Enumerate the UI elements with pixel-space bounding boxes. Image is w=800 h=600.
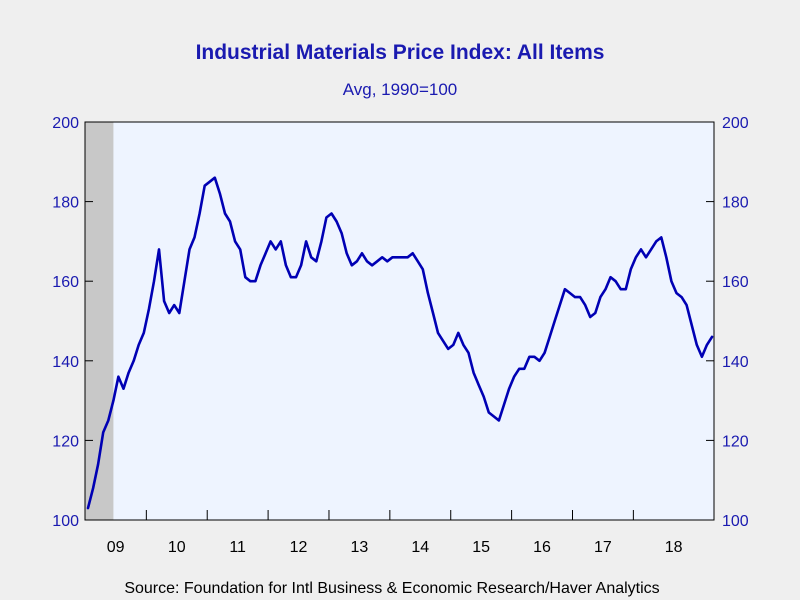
y-tick-label-left: 140 bbox=[52, 354, 79, 371]
x-axis: 09 10 11 12 13 14 15 16 17 18 bbox=[107, 510, 683, 556]
x-tick-label: 15 bbox=[472, 539, 490, 556]
x-tick-label: 13 bbox=[351, 539, 369, 556]
source-note: Source: Foundation for Intl Business & E… bbox=[124, 580, 659, 597]
plot-area bbox=[84, 121, 715, 521]
x-tick-label: 18 bbox=[665, 539, 683, 556]
y-tick-label-right: 160 bbox=[722, 274, 749, 291]
y-tick-label-right: 200 bbox=[722, 115, 749, 132]
y-tick-label-left: 120 bbox=[52, 433, 79, 450]
y-tick-label-left: 100 bbox=[52, 513, 79, 530]
chart-title: Industrial Materials Price Index: All It… bbox=[196, 41, 605, 64]
x-tick-label: 14 bbox=[411, 539, 429, 556]
x-tick-label: 09 bbox=[107, 539, 125, 556]
x-tick-label: 10 bbox=[168, 539, 186, 556]
x-tick-label: 16 bbox=[533, 539, 551, 556]
y-tick-label-left: 160 bbox=[52, 274, 79, 291]
chart-subtitle: Avg, 1990=100 bbox=[343, 80, 458, 99]
x-tick-label: 12 bbox=[290, 539, 308, 556]
y-axis-left: 100 120 140 160 180 200 bbox=[52, 115, 93, 530]
y-tick-label-right: 100 bbox=[722, 513, 749, 530]
y-tick-label-left: 200 bbox=[52, 115, 79, 132]
plot-border bbox=[84, 121, 715, 521]
series-line-all-items bbox=[86, 176, 714, 510]
x-tick-label: 17 bbox=[594, 539, 612, 556]
y-tick-label-right: 120 bbox=[722, 433, 749, 450]
y-tick-label-right: 180 bbox=[722, 195, 749, 212]
y-tick-label-left: 180 bbox=[52, 195, 79, 212]
x-tick-label: 11 bbox=[229, 539, 246, 556]
y-tick-label-right: 140 bbox=[722, 354, 749, 371]
y-axis-right: 100 120 140 160 180 200 bbox=[706, 115, 749, 530]
